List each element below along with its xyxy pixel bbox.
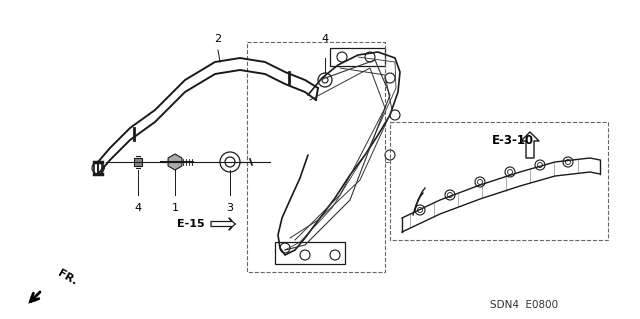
Polygon shape (211, 218, 235, 230)
Bar (247, 42, 385, 272)
Text: E-3-10: E-3-10 (492, 133, 534, 146)
Text: 3: 3 (227, 203, 234, 213)
Text: SDN4  E0800: SDN4 E0800 (490, 300, 558, 310)
Text: E-15: E-15 (177, 219, 205, 229)
Bar (390, 122, 608, 240)
Text: FR.: FR. (56, 269, 79, 287)
Text: 4: 4 (321, 34, 328, 44)
Bar (330, 48, 385, 66)
Bar (275, 242, 345, 264)
Text: 2: 2 (214, 34, 221, 44)
Text: 1: 1 (172, 203, 179, 213)
Polygon shape (521, 132, 539, 158)
Bar (134, 158, 142, 166)
Polygon shape (168, 154, 182, 170)
Text: 4: 4 (134, 203, 141, 213)
